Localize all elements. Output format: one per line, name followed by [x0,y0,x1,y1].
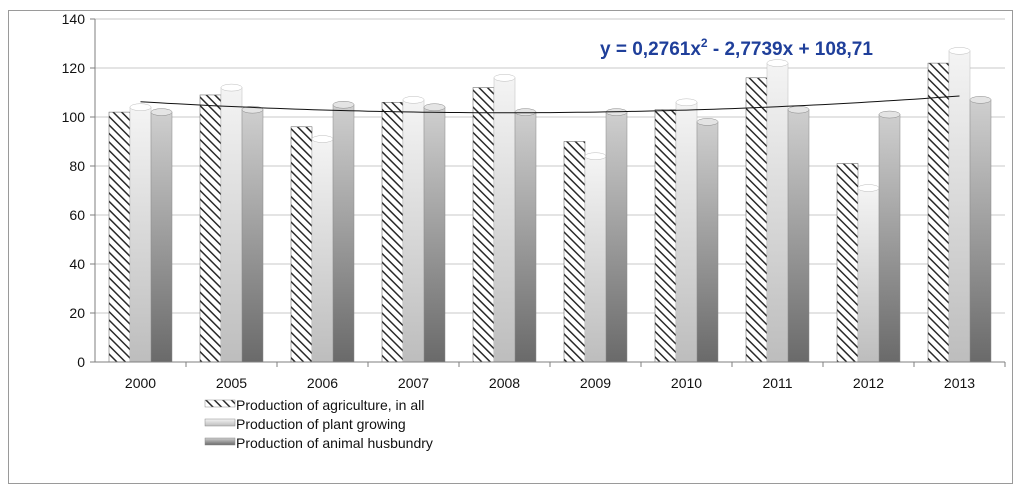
bar-top-cap [696,118,719,126]
bar-plant-growing-2013 [948,50,971,363]
trendline-equation: y = 0,2761x2 - 2,7739x + 108,71 [600,36,873,60]
bar-top-cap [311,135,334,143]
bar-agriculture-2007 [381,102,404,363]
y-tick-label: 100 [62,109,86,125]
bar-plant-growing-2011 [766,62,789,363]
bar-animal-husbundry-2012 [878,114,901,363]
legend-label: Production of plant growing [236,416,406,432]
bar-animal-husbundry-2000 [150,111,173,363]
bar-animal-husbundry-2009 [605,111,628,363]
y-tick-label: 40 [69,256,85,272]
bar-top-cap [878,110,901,119]
x-tick-label: 2005 [216,375,247,391]
bar-top-cap [423,103,446,111]
y-tick-label: 20 [69,305,85,321]
x-tick-label: 2009 [580,375,611,391]
x-tick-label: 2007 [398,375,429,391]
bar-top-cap [220,83,243,92]
bar-agriculture-2000 [108,111,131,363]
bar-animal-husbundry-2008 [514,111,537,363]
bar-agriculture-2005 [199,94,222,363]
bar-top-cap [514,108,537,116]
bar-top-cap [948,47,971,55]
bar-agriculture-2012 [836,163,859,363]
bar-agriculture-2013 [927,62,950,363]
bar-top-cap [129,103,152,111]
bar-animal-husbundry-2006 [332,104,355,363]
bar-animal-husbundry-2005 [241,109,264,363]
x-tick-label: 2006 [307,375,338,391]
bar-top-cap [675,98,698,107]
y-tick-label: 0 [77,354,85,370]
bars [108,47,992,363]
y-tick-label: 140 [62,11,86,27]
legend-label: Production of agriculture, in all [236,397,424,413]
bar-top-cap [493,74,516,82]
x-tick-label: 2011 [762,375,792,391]
bar-agriculture-2008 [472,87,495,363]
bar-plant-growing-2012 [857,187,880,363]
bar-top-cap [402,96,425,104]
bar-plant-growing-2007 [402,99,425,363]
x-tick-label: 2000 [125,375,156,391]
bar-top-cap [787,105,810,114]
bar-top-cap [766,59,789,67]
bar-animal-husbundry-2007 [423,106,446,363]
trendline [140,95,960,114]
x-tick-label: 2010 [671,375,702,391]
bar-plant-growing-2006 [311,138,334,363]
bar-top-cap [969,96,992,104]
y-tick-label: 80 [69,158,85,174]
axes: 0 20 40 60 80 100 120 140 2000 2005 2006 2007 2008 20… [62,11,1006,391]
trendline-curve [140,95,960,114]
x-tick-label: 2012 [853,375,884,391]
bar-top-cap [584,152,607,160]
y-tick-label: 120 [62,60,86,76]
x-tick-label: 2013 [944,375,975,391]
bar-animal-husbundry-2013 [969,99,992,363]
legend-label: Production of animal husbundry [236,435,433,451]
bar-animal-husbundry-2010 [696,121,719,363]
bar-plant-growing-2010 [675,102,698,363]
bar-plant-growing-2005 [220,87,243,363]
bar-animal-husbundry-2011 [787,109,810,363]
bar-agriculture-2010 [654,109,677,363]
legend-swatch [204,437,236,446]
bar-agriculture-2009 [563,141,586,363]
x-tick-label: 2008 [489,375,520,391]
bar-top-cap [857,184,880,192]
legend-swatch [204,418,236,427]
bar-top-cap [332,101,355,109]
legend: Production of agriculture, in all Product… [204,397,433,451]
bar-top-cap [150,108,173,116]
bar-plant-growing-2000 [129,106,152,363]
bar-plant-growing-2008 [493,77,516,363]
y-tick-label: 60 [69,207,85,223]
legend-swatch [204,399,236,408]
bar-plant-growing-2009 [584,155,607,363]
bar-agriculture-2011 [745,77,768,363]
bar-agriculture-2006 [290,126,313,363]
